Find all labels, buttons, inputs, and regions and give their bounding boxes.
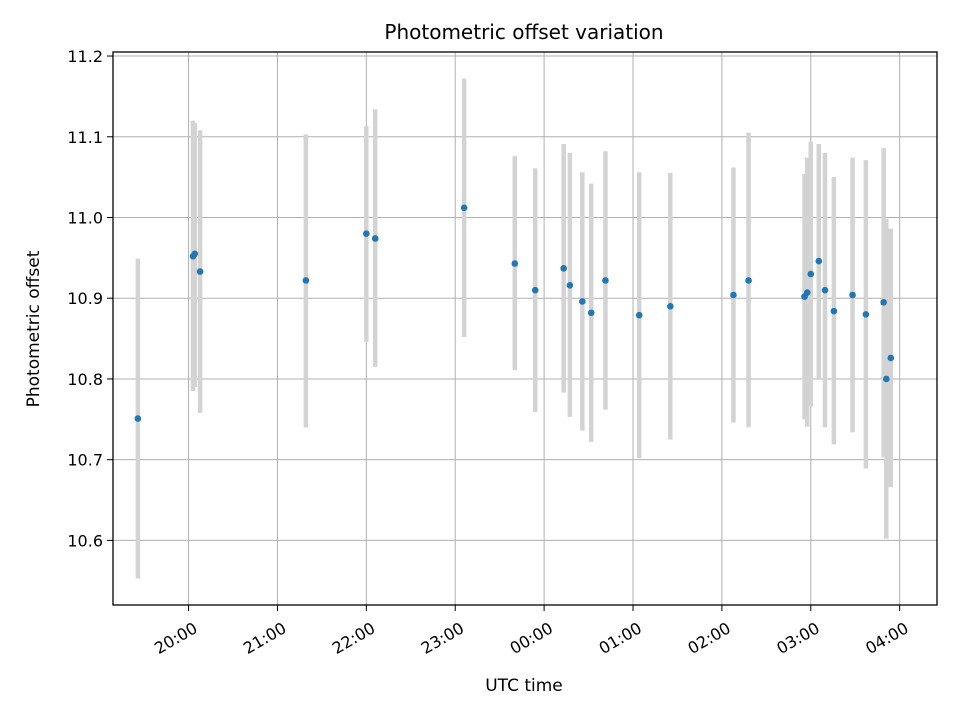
y-tick-label: 11.1 (67, 128, 103, 147)
data-point (880, 298, 887, 306)
y-axis-ticks: 10.6 10.7 10.8 10.9 11.0 11.1 11.2 (67, 47, 113, 550)
y-tick-label: 11.2 (67, 47, 103, 66)
y-tick-label: 10.9 (67, 289, 103, 308)
data-point (363, 230, 370, 237)
data-point (667, 302, 674, 310)
data-point (830, 307, 838, 315)
y-tick-label: 10.6 (67, 531, 103, 550)
data-point (460, 204, 468, 212)
y-tick-label: 10.8 (67, 370, 103, 389)
data-point (635, 311, 643, 319)
data-point (587, 309, 595, 317)
data-point (560, 265, 567, 272)
data-point (849, 291, 856, 299)
y-tick-label: 10.7 (67, 451, 103, 470)
data-point (803, 289, 811, 296)
data-point (745, 277, 752, 284)
data-point (302, 277, 310, 284)
data-point (887, 354, 895, 362)
data-point (579, 298, 586, 305)
data-point (371, 235, 379, 242)
data-point (191, 250, 199, 258)
data-point (511, 260, 519, 267)
data-point (883, 375, 890, 383)
data-point (821, 286, 829, 294)
data-point (566, 282, 574, 289)
y-tick-label: 11.0 (67, 208, 103, 227)
data-point (862, 311, 870, 318)
grid-lines (113, 52, 937, 605)
data-point (196, 268, 204, 275)
data-point (134, 415, 142, 422)
chart-title: Photometric offset variation (384, 20, 663, 44)
y-axis-label: Photometric offset (24, 250, 44, 407)
data-point (730, 291, 737, 299)
data-point (602, 277, 609, 284)
plot-frame (112, 51, 938, 606)
data-points (134, 204, 895, 422)
data-point (815, 257, 823, 265)
x-axis-label: UTC time (485, 676, 563, 696)
data-point (531, 286, 539, 294)
data-point (807, 270, 815, 278)
